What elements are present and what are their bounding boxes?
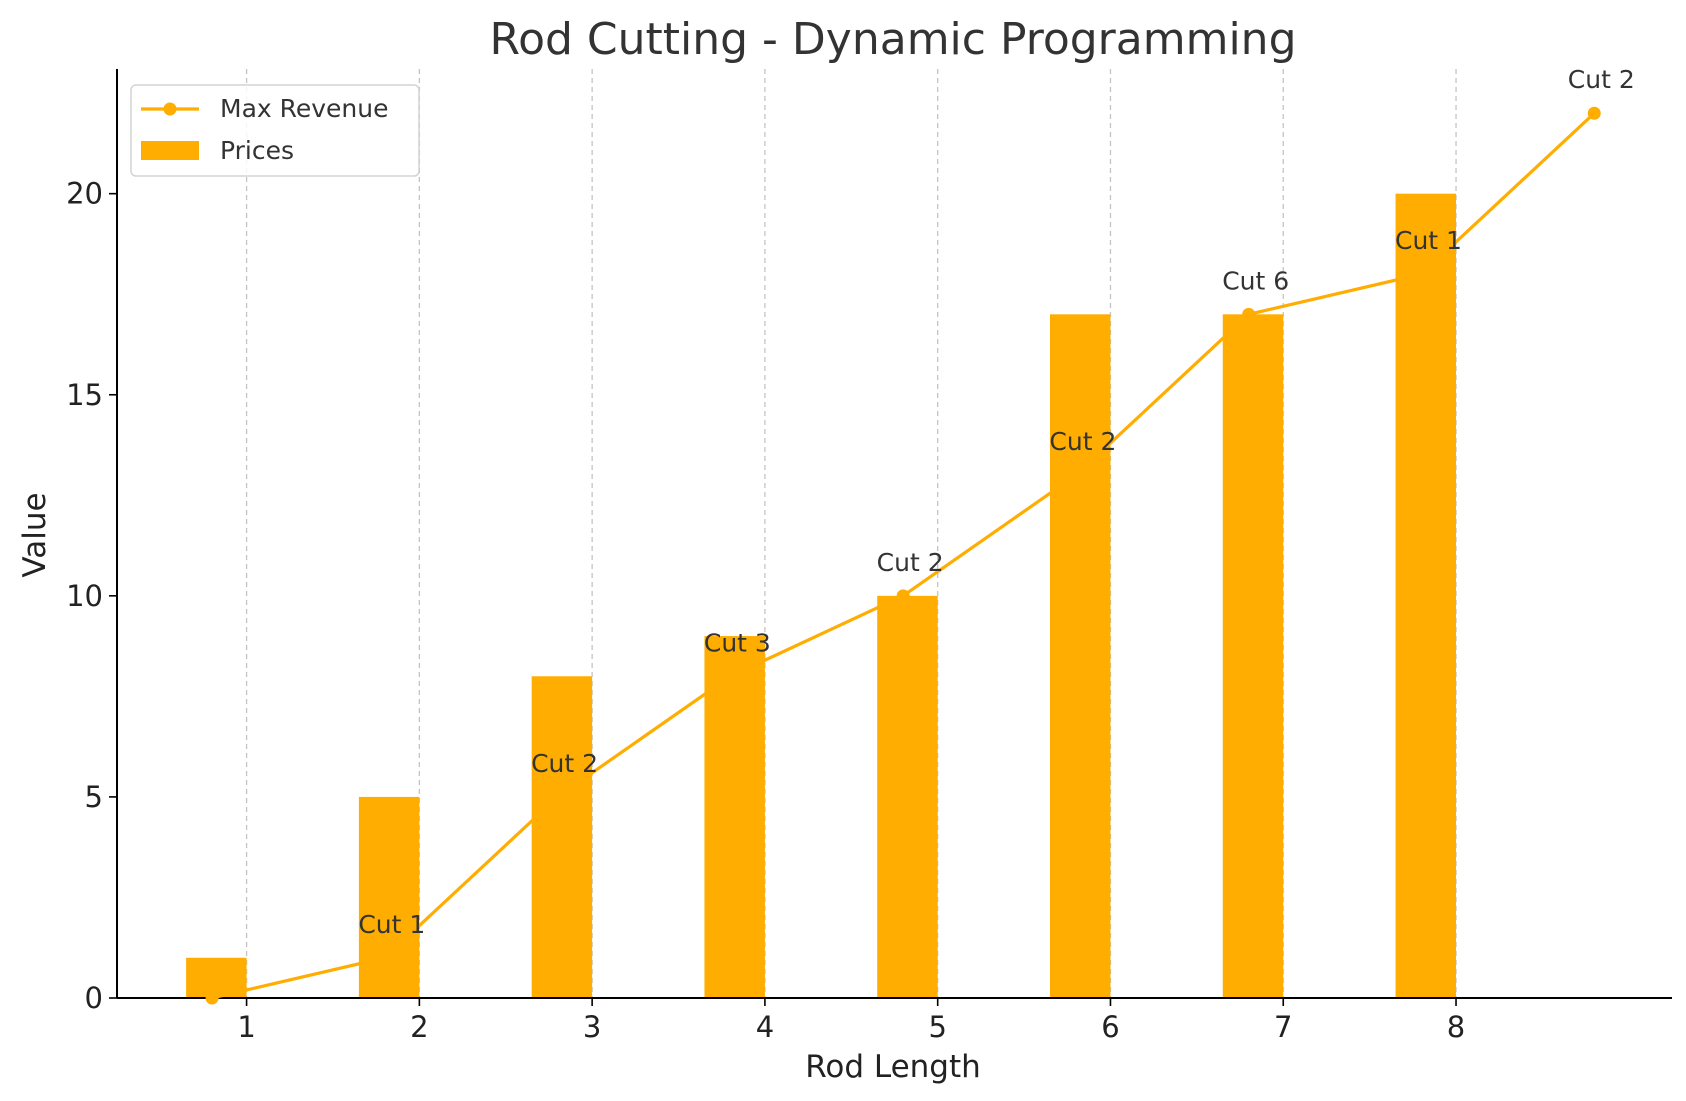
x-axis-label: Rod Length — [805, 1049, 981, 1085]
max-revenue-point-2 — [378, 951, 392, 965]
y-tick-label-1: 5 — [85, 780, 103, 814]
x-tick-label-1: 1 — [237, 1010, 255, 1044]
annotations: Cut 1 Cut 2 Cut 3 Cut 2 Cut 2 Cut 6 Cut 1 Cut 2 — [358, 65, 1634, 939]
max-revenue-point-3 — [551, 790, 565, 804]
annotation-4: Cut 2 — [877, 548, 944, 577]
x-tick-label-8: 8 — [1447, 1010, 1465, 1044]
legend-swatch-prices — [141, 141, 199, 160]
bar-4 — [704, 636, 765, 998]
bar-7 — [1222, 314, 1284, 999]
y-ticks: 0 5 10 15 20 — [66, 177, 117, 1015]
x-tick-label-5: 5 — [928, 1010, 946, 1044]
bar-5 — [877, 595, 938, 998]
bars — [186, 193, 1457, 999]
legend-marker-max-revenue — [163, 102, 177, 116]
max-revenue-point-5 — [896, 589, 910, 603]
max-revenue-line — [205, 106, 1601, 1005]
annotation-7: Cut 1 — [1395, 226, 1462, 255]
annotation-8: Cut 2 — [1568, 65, 1635, 94]
legend-label-max-revenue: Max Revenue — [220, 94, 389, 123]
axes — [116, 69, 1672, 999]
annotation-2: Cut 2 — [531, 749, 598, 778]
max-revenue-point-1 — [205, 991, 219, 1005]
bar-2 — [358, 796, 420, 998]
legend: Max Revenue Prices — [130, 84, 420, 177]
y-axis-label: Value — [17, 492, 53, 577]
bar-3 — [531, 676, 593, 998]
x-tick-label-3: 3 — [583, 1010, 601, 1044]
legend-label-prices: Prices — [220, 136, 294, 165]
annotation-6: Cut 6 — [1222, 266, 1289, 295]
max-revenue-point-4 — [723, 669, 737, 683]
legend-box — [130, 84, 420, 177]
max-revenue-point-7 — [1242, 307, 1256, 321]
x-tick-label-7: 7 — [1274, 1010, 1292, 1044]
y-tick-label-4: 20 — [66, 177, 103, 211]
annotation-3: Cut 3 — [704, 628, 771, 657]
x-ticks: 1 2 3 4 5 6 7 8 — [237, 998, 1465, 1044]
chart-title: Rod Cutting - Dynamic Programming — [489, 14, 1296, 65]
max-revenue-point-6 — [1069, 468, 1083, 482]
y-tick-label-2: 10 — [66, 579, 103, 613]
annotation-5: Cut 2 — [1049, 427, 1116, 456]
x-tick-label-4: 4 — [756, 1010, 774, 1044]
x-tick-label-2: 2 — [410, 1010, 428, 1044]
bar-8 — [1395, 193, 1457, 998]
max-revenue-point-9 — [1587, 106, 1601, 120]
x-tick-label-6: 6 — [1101, 1010, 1119, 1044]
y-tick-label-0: 0 — [85, 981, 103, 1015]
annotation-1: Cut 1 — [358, 910, 425, 939]
bar-6 — [1050, 314, 1111, 999]
max-revenue-point-8 — [1414, 267, 1428, 281]
y-tick-label-3: 15 — [66, 378, 103, 412]
